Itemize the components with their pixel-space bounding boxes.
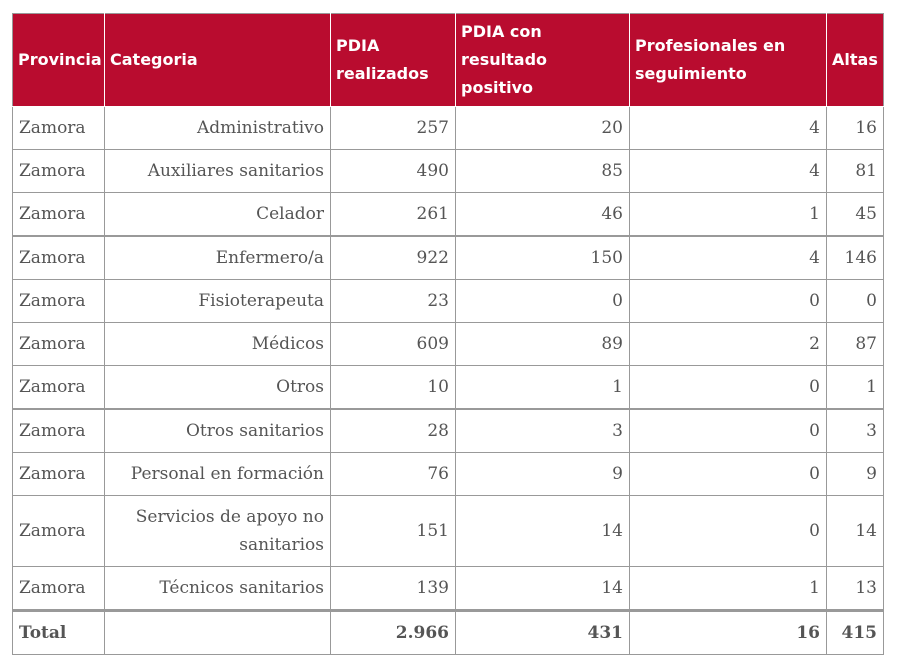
cell-altas: 146 [826, 235, 884, 280]
cell-altas: 45 [826, 192, 884, 237]
cell-altas: 87 [826, 322, 884, 366]
cell-provincia: Zamora [12, 149, 105, 193]
cell-altas: 13 [826, 566, 884, 611]
total-row: Total 2.966 431 16 415 [12, 609, 884, 655]
table-row: Zamora Otros 10 1 0 1 [12, 365, 884, 410]
table-row: Zamora Servicios de apoyo no sanitarios 15… [12, 495, 884, 567]
table-row: Zamora Técnicos sanitarios 139 14 1 13 [12, 566, 884, 611]
cell-pdia-positivo: 3 [455, 408, 630, 453]
cell-pdia-realizados: 76 [330, 452, 456, 496]
cell-categoria: Servicios de apoyo no sanitarios [104, 495, 331, 567]
cell-profesionales-seguimiento: 1 [629, 192, 827, 237]
cell-altas: 0 [826, 279, 884, 323]
cell-provincia: Zamora [12, 322, 105, 366]
column-header-profesionales-seguimiento: Profesionales en seguimiento [629, 13, 827, 107]
cell-categoria: Otros sanitarios [104, 408, 331, 453]
table-row: Zamora Médicos 609 89 2 87 [12, 322, 884, 366]
cell-categoria: Enfermero/a [104, 235, 331, 280]
cell-profesionales-seguimiento: 16 [629, 609, 827, 655]
cell-pdia-positivo: 431 [455, 609, 630, 655]
column-header-provincia: Provincia [12, 13, 105, 107]
cell-profesionales-seguimiento: 4 [629, 106, 827, 150]
cell-categoria: Fisioterapeuta [104, 279, 331, 323]
pdia-table: Provincia Categoria PDIA realizados PDIA co… [12, 13, 884, 655]
cell-pdia-positivo: 20 [455, 106, 630, 150]
cell-profesionales-seguimiento: 4 [629, 149, 827, 193]
header-row: Provincia Categoria PDIA realizados PDIA co… [12, 13, 884, 107]
cell-categoria: Administrativo [104, 106, 331, 150]
cell-provincia: Zamora [12, 106, 105, 150]
cell-pdia-realizados: 257 [330, 106, 456, 150]
cell-profesionales-seguimiento: 2 [629, 322, 827, 366]
cell-pdia-realizados: 922 [330, 235, 456, 280]
cell-provincia: Zamora [12, 495, 105, 567]
cell-altas: 9 [826, 452, 884, 496]
cell-pdia-positivo: 85 [455, 149, 630, 193]
cell-provincia: Zamora [12, 408, 105, 453]
cell-provincia: Zamora [12, 235, 105, 280]
cell-pdia-positivo: 1 [455, 365, 630, 410]
table-row: Zamora Celador 261 46 1 45 [12, 192, 884, 237]
cell-provincia: Zamora [12, 279, 105, 323]
column-header-pdia-realizados: PDIA realizados [330, 13, 456, 107]
cell-pdia-positivo: 14 [455, 495, 630, 567]
cell-pdia-realizados: 151 [330, 495, 456, 567]
cell-profesionales-seguimiento: 0 [629, 279, 827, 323]
cell-altas: 81 [826, 149, 884, 193]
cell-profesionales-seguimiento: 0 [629, 408, 827, 453]
cell-categoria: Auxiliares sanitarios [104, 149, 331, 193]
cell-pdia-positivo: 0 [455, 279, 630, 323]
cell-profesionales-seguimiento: 1 [629, 566, 827, 611]
cell-altas: 14 [826, 495, 884, 567]
cell-categoria: Personal en formación [104, 452, 331, 496]
cell-altas: 3 [826, 408, 884, 453]
cell-categoria: Técnicos sanitarios [104, 566, 331, 611]
cell-provincia: Total [12, 609, 105, 655]
cell-pdia-positivo: 14 [455, 566, 630, 611]
cell-profesionales-seguimiento: 4 [629, 235, 827, 280]
cell-profesionales-seguimiento: 0 [629, 452, 827, 496]
table-row: Zamora Auxiliares sanitarios 490 85 4 81 [12, 149, 884, 193]
table-row: Zamora Enfermero/a 922 150 4 146 [12, 235, 884, 280]
cell-pdia-positivo: 89 [455, 322, 630, 366]
cell-pdia-realizados: 490 [330, 149, 456, 193]
cell-categoria: Celador [104, 192, 331, 237]
cell-altas: 1 [826, 365, 884, 410]
cell-categoria: Otros [104, 365, 331, 410]
column-header-categoria: Categoria [104, 13, 331, 107]
cell-pdia-realizados: 2.966 [330, 609, 456, 655]
cell-pdia-realizados: 10 [330, 365, 456, 410]
cell-altas: 16 [826, 106, 884, 150]
cell-pdia-positivo: 46 [455, 192, 630, 237]
cell-profesionales-seguimiento: 0 [629, 495, 827, 567]
column-header-altas: Altas [826, 13, 884, 107]
cell-categoria [104, 609, 331, 655]
cell-provincia: Zamora [12, 566, 105, 611]
table-row: Zamora Fisioterapeuta 23 0 0 0 [12, 279, 884, 323]
cell-profesionales-seguimiento: 0 [629, 365, 827, 410]
cell-pdia-realizados: 139 [330, 566, 456, 611]
cell-pdia-realizados: 23 [330, 279, 456, 323]
cell-categoria: Médicos [104, 322, 331, 366]
cell-pdia-positivo: 9 [455, 452, 630, 496]
cell-provincia: Zamora [12, 365, 105, 410]
cell-pdia-realizados: 261 [330, 192, 456, 237]
cell-pdia-realizados: 28 [330, 408, 456, 453]
table-row: Zamora Otros sanitarios 28 3 0 3 [12, 408, 884, 453]
column-header-pdia-positivo: PDIA con resultado positivo [455, 13, 630, 107]
table-row: Zamora Administrativo 257 20 4 16 [12, 106, 884, 150]
cell-altas: 415 [826, 609, 884, 655]
cell-pdia-positivo: 150 [455, 235, 630, 280]
cell-provincia: Zamora [12, 192, 105, 237]
cell-pdia-realizados: 609 [330, 322, 456, 366]
table-row: Zamora Personal en formación 76 9 0 9 [12, 452, 884, 496]
cell-provincia: Zamora [12, 452, 105, 496]
